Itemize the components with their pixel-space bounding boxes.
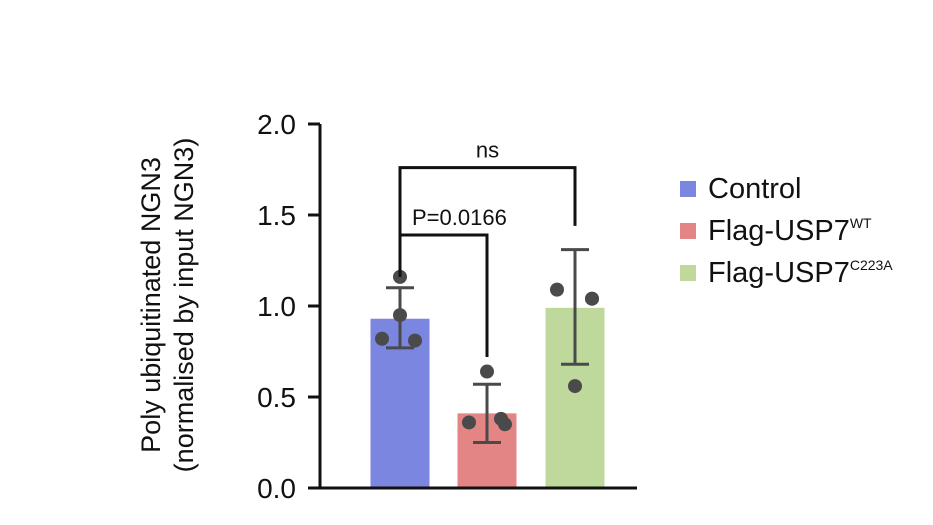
y-tick-label-3: 1.5 (257, 200, 296, 231)
y-axis-label-line2: (normalised by input NGN3) (169, 138, 199, 473)
data-point-1-3 (498, 417, 512, 432)
legend: Control Flag-USP7WT Flag-USP7C223A (680, 168, 893, 294)
legend-item-usp7-c223a: Flag-USP7C223A (680, 252, 893, 294)
significance-bracket-0 (398, 233, 489, 357)
y-tick-label-1: 0.5 (257, 382, 296, 413)
significance-bracket-1 (398, 166, 577, 256)
legend-label-usp7-wt: Flag-USP7WT (708, 214, 872, 247)
data-point-0-1 (393, 308, 407, 323)
data-point-2-0 (550, 282, 564, 297)
legend-label-usp7-c223a: Flag-USP7C223A (708, 256, 893, 289)
y-axis-label-line1: Poly ubiquitinated NGN3 (136, 157, 166, 453)
data-point-0-3 (408, 333, 422, 348)
legend-label-control: Control (708, 172, 802, 205)
y-tick-label-2: 1.0 (257, 291, 296, 322)
legend-swatch-usp7-c223a (680, 265, 696, 281)
data-point-1-2 (462, 415, 476, 430)
legend-swatch-control (680, 181, 696, 197)
y-tick-label-0: 0.0 (257, 473, 296, 504)
legend-swatch-usp7-wt (680, 223, 696, 239)
data-point-2-3 (585, 291, 599, 306)
significance-label-0: P=0.0166 (412, 205, 507, 230)
significance-label-1: ns (476, 138, 499, 163)
y-tick-label-4: 2.0 (257, 109, 296, 140)
data-point-0-2 (375, 331, 389, 346)
data-point-2-2 (568, 379, 582, 394)
legend-item-control: Control (680, 168, 893, 210)
data-point-1-0 (480, 364, 494, 379)
legend-item-usp7-wt: Flag-USP7WT (680, 210, 893, 252)
